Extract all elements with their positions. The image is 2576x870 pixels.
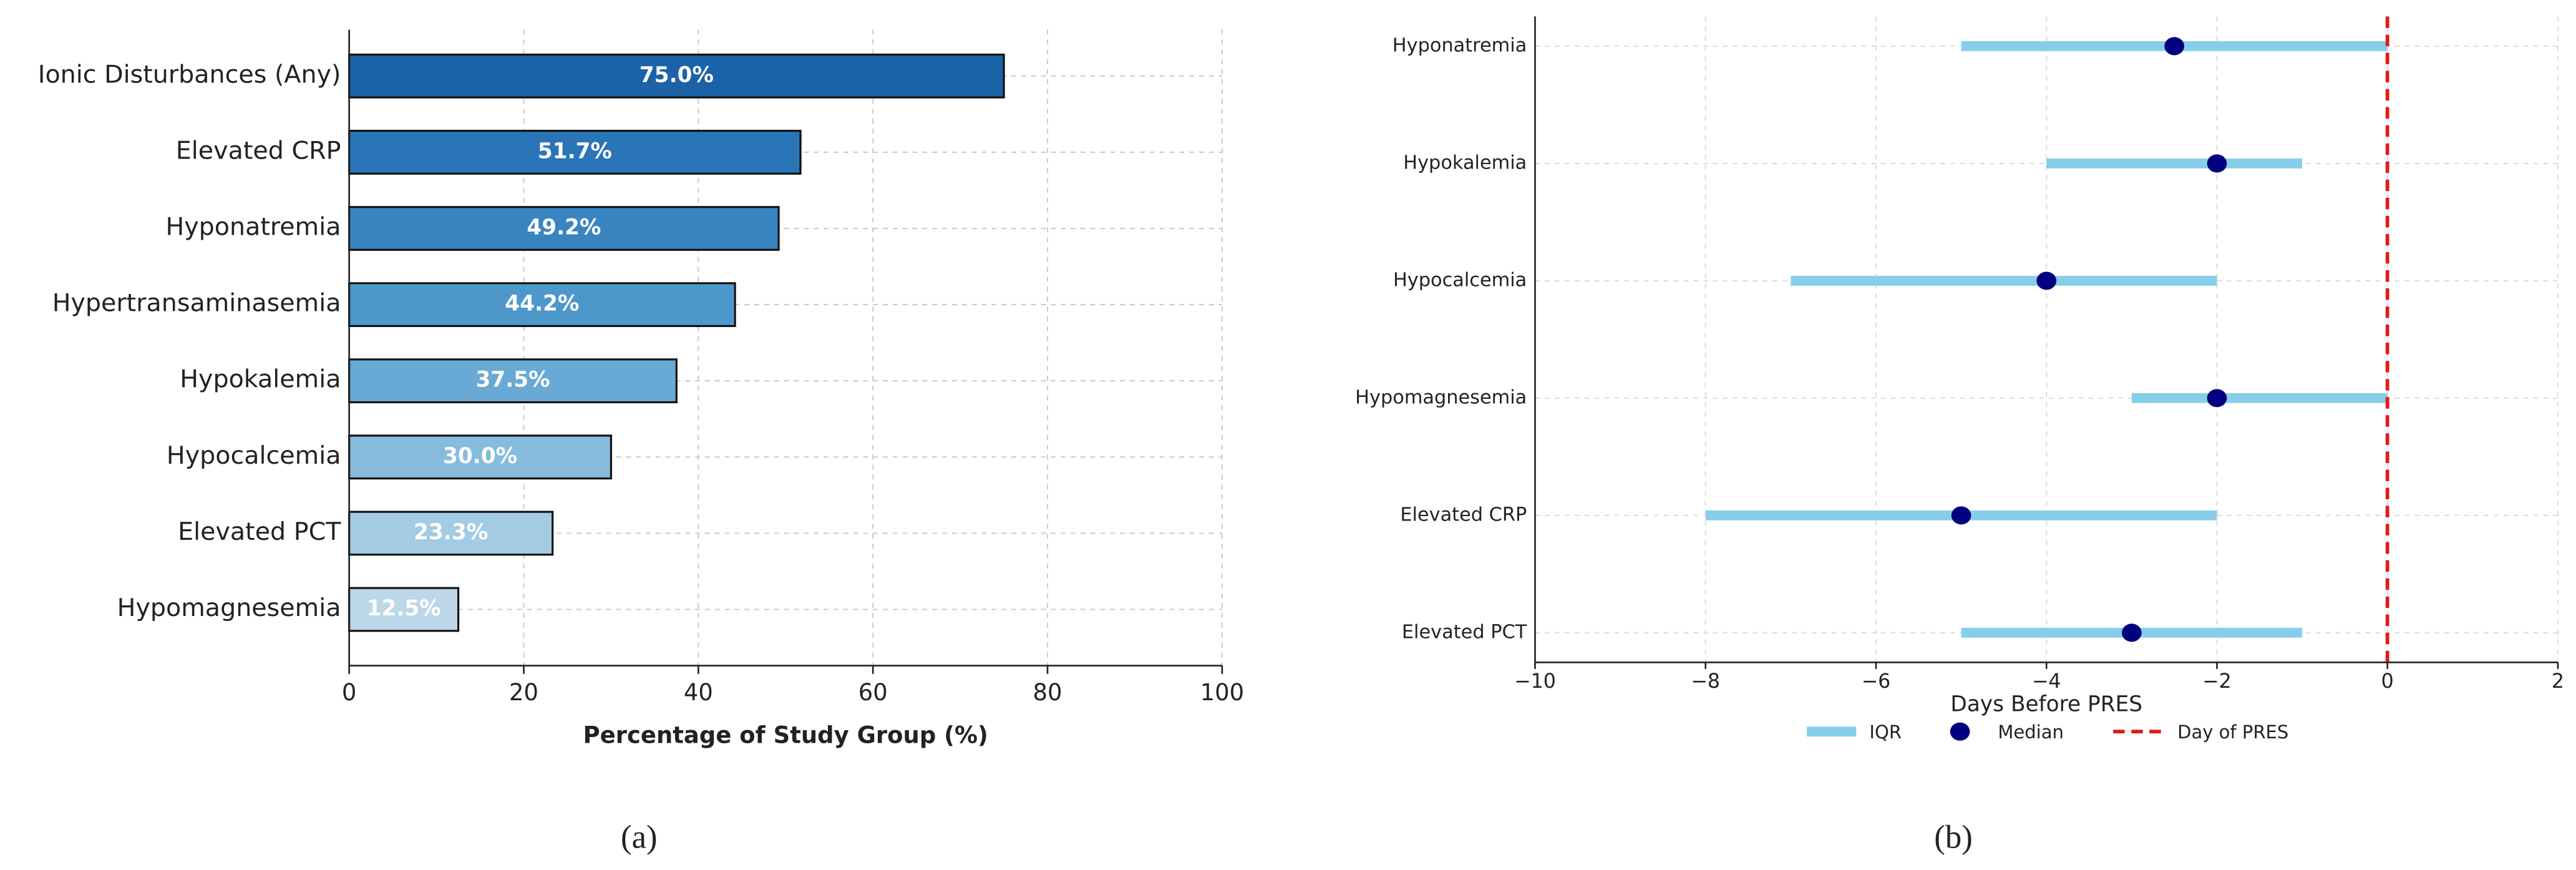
x-tick-label: 0: [2381, 670, 2394, 693]
bar: [348, 587, 460, 632]
x-axis-label: Days Before PRES: [1950, 692, 2142, 716]
x-tick-label: −2: [2202, 670, 2232, 693]
legend-label: Day of PRES: [2177, 721, 2288, 743]
value-label: 37.5%: [476, 368, 550, 393]
value-label: 44.2%: [505, 291, 579, 316]
bar: [348, 53, 1005, 99]
y-tick-label: Hypertransaminasemia: [52, 289, 341, 318]
y-tick-label: Elevated PCT: [178, 517, 341, 546]
legend-label: Median: [1998, 721, 2064, 743]
value-label: 49.2%: [527, 215, 601, 240]
x-tick-label: −6: [1862, 670, 1891, 693]
bar: [348, 206, 780, 251]
median-point: [1951, 506, 1971, 525]
y-tick-label: Hypokalemia: [1403, 152, 1527, 174]
caption: (a): [621, 819, 658, 856]
y-tick-label: Elevated PCT: [1402, 621, 1527, 643]
x-tick-label: −4: [2032, 670, 2061, 693]
caption: (b): [1934, 819, 1973, 856]
legend-swatch: [1950, 722, 1970, 741]
y-tick-label: Ionic Disturbances (Any): [38, 60, 341, 89]
y-tick-label: Hypokalemia: [180, 365, 341, 394]
value-label: 30.0%: [443, 444, 517, 469]
x-tick-label: 0: [342, 679, 357, 706]
y-tick-label: Hypocalcemia: [167, 441, 341, 470]
x-tick-label: 60: [858, 679, 888, 706]
x-tick-label: 80: [1033, 679, 1062, 706]
median-point: [2122, 623, 2142, 642]
median-point: [2164, 37, 2185, 56]
y-tick-label: Hypomagnesemia: [117, 594, 341, 622]
value-label: 12.5%: [367, 596, 441, 621]
y-tick-label: Hyponatremia: [1392, 34, 1527, 56]
bar: [348, 130, 802, 175]
x-axis-label: Percentage of Study Group (%): [583, 722, 988, 749]
y-tick-label: Hypomagnesemia: [1355, 386, 1527, 408]
x-tick-label: 2: [2552, 670, 2564, 693]
x-tick-label: 20: [509, 679, 538, 706]
median-point: [2036, 271, 2057, 290]
x-tick-label: −8: [1691, 670, 1720, 693]
value-label: 23.3%: [414, 520, 488, 545]
legend-label: IQR: [1869, 721, 1902, 743]
value-label: 75.0%: [639, 62, 714, 87]
x-tick-label: −10: [1514, 670, 1556, 693]
y-tick-label: Elevated CRP: [176, 136, 341, 165]
x-tick-label: 40: [684, 679, 713, 706]
y-tick-label: Hyponatremia: [165, 213, 341, 242]
x-tick-label: 100: [1200, 679, 1245, 706]
median-point: [2207, 389, 2227, 408]
bar: [348, 282, 736, 328]
bar: [348, 511, 554, 556]
y-tick-label: Elevated CRP: [1400, 504, 1527, 525]
value-label: 51.7%: [538, 139, 612, 164]
y-tick-label: Hypocalcemia: [1393, 269, 1527, 291]
median-point: [2207, 154, 2227, 173]
